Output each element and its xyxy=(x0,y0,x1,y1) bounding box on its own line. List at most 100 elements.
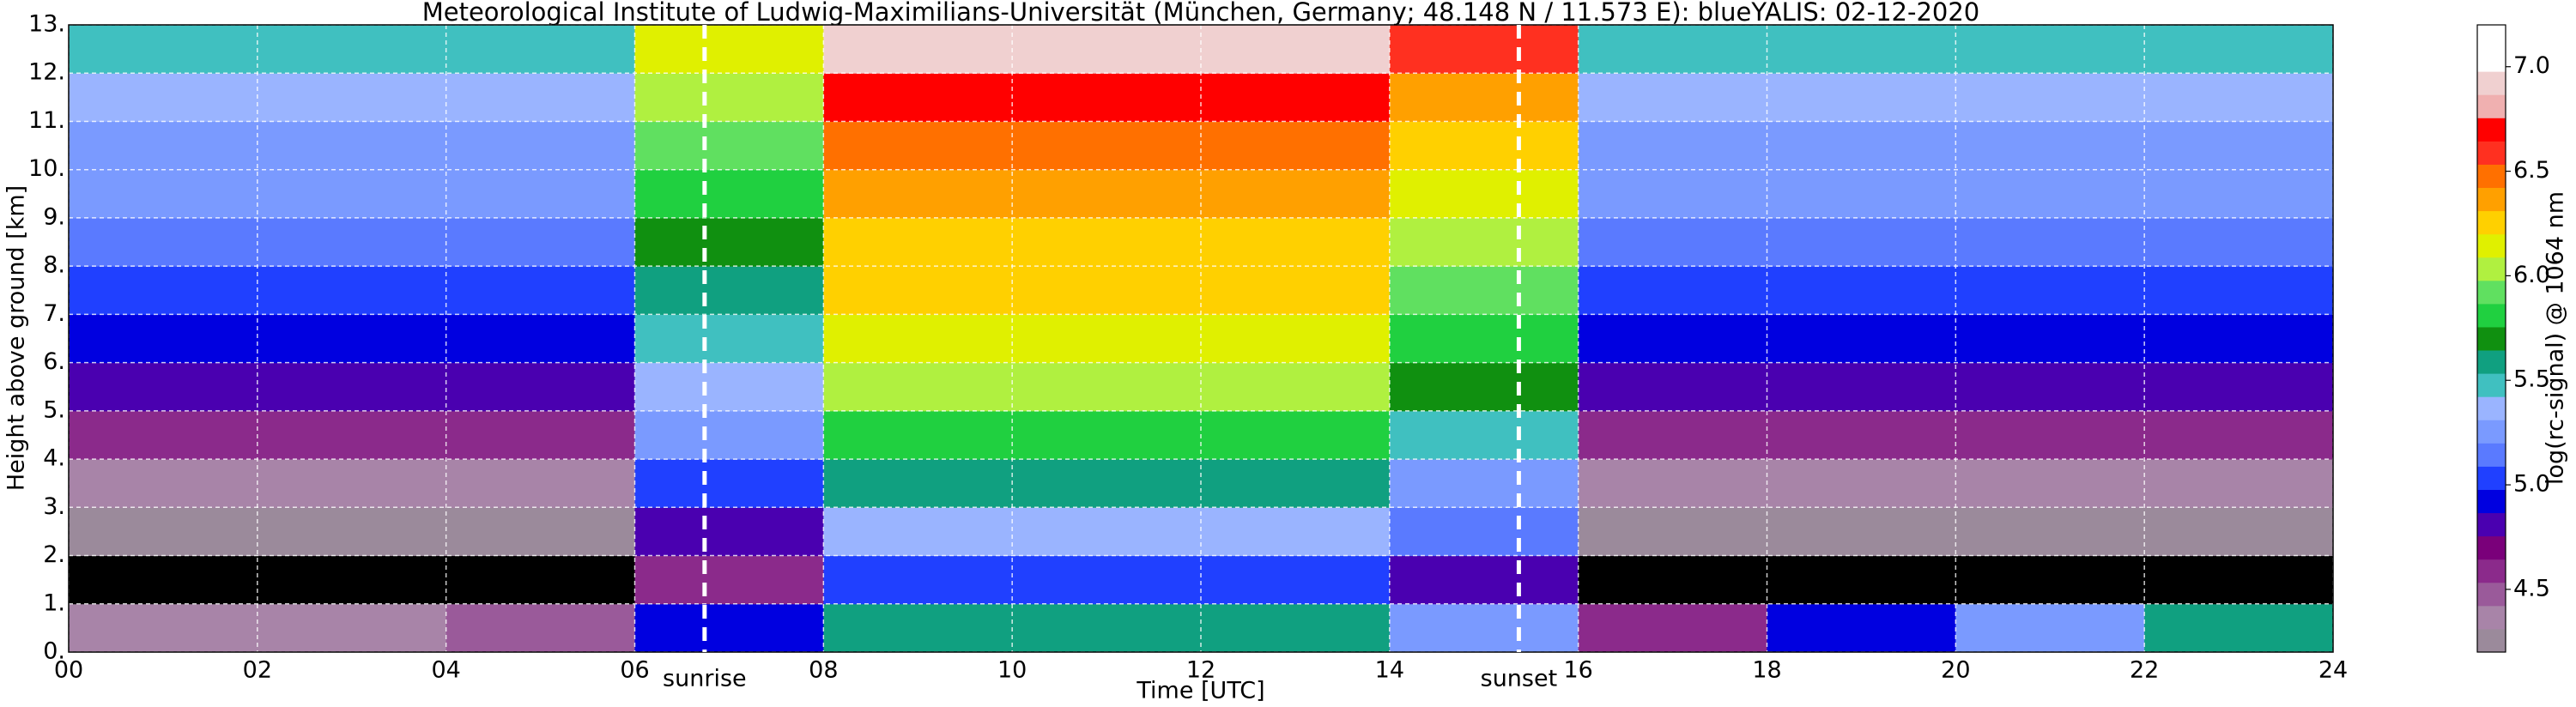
heatmap-cell xyxy=(1955,169,2145,219)
colorbar-swatch xyxy=(2477,210,2506,235)
y-tick-label: 4. xyxy=(43,445,65,472)
heatmap-cell xyxy=(1012,73,1202,122)
heatmap-cell xyxy=(69,362,258,412)
y-tick-label: 12. xyxy=(28,59,65,86)
heatmap-cell xyxy=(445,73,635,122)
heatmap-cell xyxy=(2144,73,2334,122)
heatmap-cell xyxy=(69,25,258,74)
colorbar-swatch xyxy=(2477,420,2506,444)
heatmap-cell xyxy=(823,73,1013,122)
y-tick-label: 6. xyxy=(43,348,65,375)
colorbar-swatch xyxy=(2477,373,2506,397)
heatmap-cell xyxy=(2144,410,2334,460)
heatmap-cell xyxy=(634,507,824,557)
colorbar-swatch xyxy=(2477,466,2506,490)
colorbar-swatch xyxy=(2477,25,2506,49)
x-axis-label: Time [UTC] xyxy=(1136,678,1264,704)
heatmap-cell xyxy=(1767,217,1956,267)
heatmap-cell xyxy=(69,266,258,315)
heatmap-cell xyxy=(823,362,1013,412)
heatmap-cell xyxy=(445,314,635,364)
y-tick-label: 11. xyxy=(28,107,65,134)
heatmap-cell xyxy=(1012,217,1202,267)
x-tick-label: 22 xyxy=(2130,657,2159,684)
heatmap-cell xyxy=(1201,217,1391,267)
heatmap-cell xyxy=(2144,266,2334,315)
heatmap-cell xyxy=(1201,266,1391,315)
heatmap-cell xyxy=(1767,603,1956,653)
heatmap-cell xyxy=(1767,169,1956,219)
heatmap-cell xyxy=(1201,410,1391,460)
heatmap-cell xyxy=(1578,121,1767,171)
heatmap-cell xyxy=(823,25,1013,74)
heatmap-cell xyxy=(1767,25,1956,74)
heatmap-cell xyxy=(1389,73,1579,122)
y-tick-label: 10. xyxy=(28,155,65,182)
y-tick-label: 2. xyxy=(43,541,65,568)
heatmap-cell xyxy=(1955,507,2145,557)
heatmap-cell xyxy=(1955,362,2145,412)
heatmap-cell xyxy=(1201,459,1391,508)
y-tick-label: 7. xyxy=(43,300,65,327)
heatmap-cell xyxy=(1578,410,1767,460)
heatmap-cell xyxy=(1012,362,1202,412)
heatmap-cell xyxy=(69,507,258,557)
heatmap-cell xyxy=(257,266,447,315)
heatmap-cell xyxy=(1578,459,1767,508)
heatmap-cell xyxy=(445,25,635,74)
x-tick-label: 08 xyxy=(809,657,838,684)
heatmap-cell xyxy=(1389,507,1579,557)
colorbar-tick-label: 6.0 xyxy=(2513,262,2550,288)
colorbar-tick-label: 7.0 xyxy=(2513,52,2550,79)
heatmap-cell xyxy=(823,266,1013,315)
x-tick-label: 20 xyxy=(1941,657,1970,684)
annotation-label: sunrise xyxy=(663,666,747,692)
annotation-label: sunset xyxy=(1481,666,1558,692)
heatmap-cell xyxy=(634,25,824,74)
colorbar-swatch xyxy=(2477,559,2506,583)
heatmap-cell xyxy=(634,410,824,460)
heatmap-cell xyxy=(1012,25,1202,74)
heatmap-cell xyxy=(69,169,258,219)
heatmap-cell xyxy=(1389,314,1579,364)
heatmap-cell xyxy=(2144,314,2334,364)
heatmap-cell xyxy=(1767,121,1956,171)
heatmap-cell xyxy=(634,459,824,508)
heatmap-cell xyxy=(1578,169,1767,219)
heatmap-cell xyxy=(1767,266,1956,315)
heatmap-cell xyxy=(257,25,447,74)
heatmap-cell xyxy=(1955,410,2145,460)
heatmap-cell xyxy=(1012,314,1202,364)
heatmap-cell xyxy=(1389,555,1579,605)
heatmap-cell xyxy=(1012,410,1202,460)
heatmap-cell xyxy=(69,603,258,653)
x-tick-label: 00 xyxy=(54,657,83,684)
colorbar-swatch xyxy=(2477,303,2506,328)
heatmap-cell xyxy=(445,169,635,219)
heatmap-cell xyxy=(1955,459,2145,508)
heatmap-cell xyxy=(1578,314,1767,364)
heatmap-cell xyxy=(1012,169,1202,219)
heatmap-cell xyxy=(1201,73,1391,122)
colorbar-swatch xyxy=(2477,48,2506,72)
heatmap-cell xyxy=(823,507,1013,557)
heatmap-cell xyxy=(257,362,447,412)
heatmap-cell xyxy=(445,362,635,412)
plot-frame xyxy=(68,24,2334,653)
colorbar-tick-label: 5.5 xyxy=(2513,366,2550,393)
heatmap-cell xyxy=(2144,121,2334,171)
y-tick-label: 0. xyxy=(43,638,65,665)
colorbar-swatch xyxy=(2477,512,2506,537)
heatmap-cell xyxy=(1201,169,1391,219)
x-tick-label: 12 xyxy=(1186,657,1215,684)
y-tick-label: 13. xyxy=(28,11,65,38)
x-tick-label: 06 xyxy=(620,657,649,684)
colorbar-swatch xyxy=(2477,605,2506,630)
heatmap-cell xyxy=(1767,410,1956,460)
heatmap-cell xyxy=(1578,507,1767,557)
heatmap-cell xyxy=(69,459,258,508)
heatmap-cell xyxy=(1955,603,2145,653)
colorbar-swatch xyxy=(2477,141,2506,165)
x-tick-label: 14 xyxy=(1375,657,1404,684)
